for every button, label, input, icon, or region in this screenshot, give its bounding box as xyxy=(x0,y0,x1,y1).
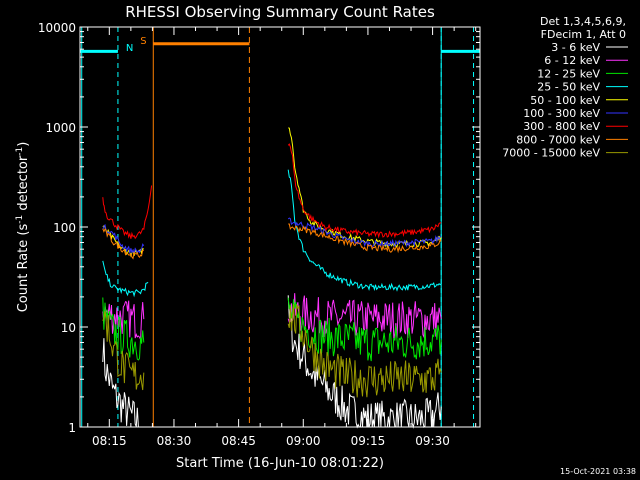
series-line xyxy=(102,185,153,240)
series-group xyxy=(102,127,442,429)
legend-label: 100 - 300 keV xyxy=(523,107,600,120)
x-tick-label: 09:30 xyxy=(415,434,450,448)
legend-label: 12 - 25 keV xyxy=(537,67,600,80)
legend-label: 3 - 6 keV xyxy=(551,41,600,54)
x-tick-label: 08:30 xyxy=(157,434,192,448)
series-line xyxy=(287,143,442,239)
legend-label: 300 - 800 keV xyxy=(523,120,600,133)
x-tick-label: 09:15 xyxy=(351,434,386,448)
series-line xyxy=(102,297,145,361)
y-tick-label: 100 xyxy=(53,221,76,235)
series-line xyxy=(288,127,442,249)
y-tick-label: 1000 xyxy=(45,121,76,135)
series-line xyxy=(102,338,144,428)
footer-timestamp: 15-Oct-2021 03:38 xyxy=(560,467,636,476)
series-line xyxy=(102,260,149,298)
saa-label: S xyxy=(140,36,146,47)
series-line xyxy=(102,311,145,391)
series-line xyxy=(287,303,442,398)
series-line xyxy=(102,228,144,260)
x-tick-label: 09:00 xyxy=(286,434,321,448)
series-line xyxy=(287,297,442,362)
y-axis-label-sup2: -1 xyxy=(15,147,25,156)
night-label: N xyxy=(126,43,133,54)
y-axis-label-end: ) xyxy=(16,142,31,147)
y-tick-label: 10000 xyxy=(38,21,76,35)
x-axis-label: Start Time (16-Jun-10 08:01:22) xyxy=(176,456,384,471)
legend-label: 7000 - 15000 keV xyxy=(502,147,600,160)
axis-ticks: 08:15 08:30 08:45 09:00 09:15 09:30 1 10 100 1000… xyxy=(38,21,480,448)
y-tick-label: 10 xyxy=(61,321,76,335)
legend-header-line-2: FDecim 1, Att 0 xyxy=(541,28,626,41)
y-tick-label: 1 xyxy=(68,421,76,435)
series-line xyxy=(287,293,442,339)
y-axis-label-sup1: -1 xyxy=(15,215,25,224)
x-tick-label: 08:45 xyxy=(221,434,256,448)
series-line xyxy=(287,217,442,249)
legend-label: 6 - 12 keV xyxy=(544,54,600,67)
series-line xyxy=(288,223,442,254)
y-axis-label-mid: detector xyxy=(16,155,31,215)
series-line xyxy=(287,169,442,292)
x-tick-label: 08:15 xyxy=(92,434,127,448)
legend-label: 50 - 100 keV xyxy=(530,94,600,107)
legend-label: 25 - 50 keV xyxy=(537,81,600,94)
series-line xyxy=(287,295,442,429)
y-axis-label: Count Rate (s-1 detector-1) xyxy=(15,142,31,313)
series-line xyxy=(102,223,145,254)
legend-label: 800 - 7000 keV xyxy=(516,133,600,146)
series-line xyxy=(102,300,145,340)
legend-header-line-1: Det 1,3,4,5,6,9, xyxy=(540,15,626,28)
y-axis-label-main: Count Rate (s xyxy=(16,224,31,313)
chart-title: RHESSI Observing Summary Count Rates xyxy=(125,3,435,21)
